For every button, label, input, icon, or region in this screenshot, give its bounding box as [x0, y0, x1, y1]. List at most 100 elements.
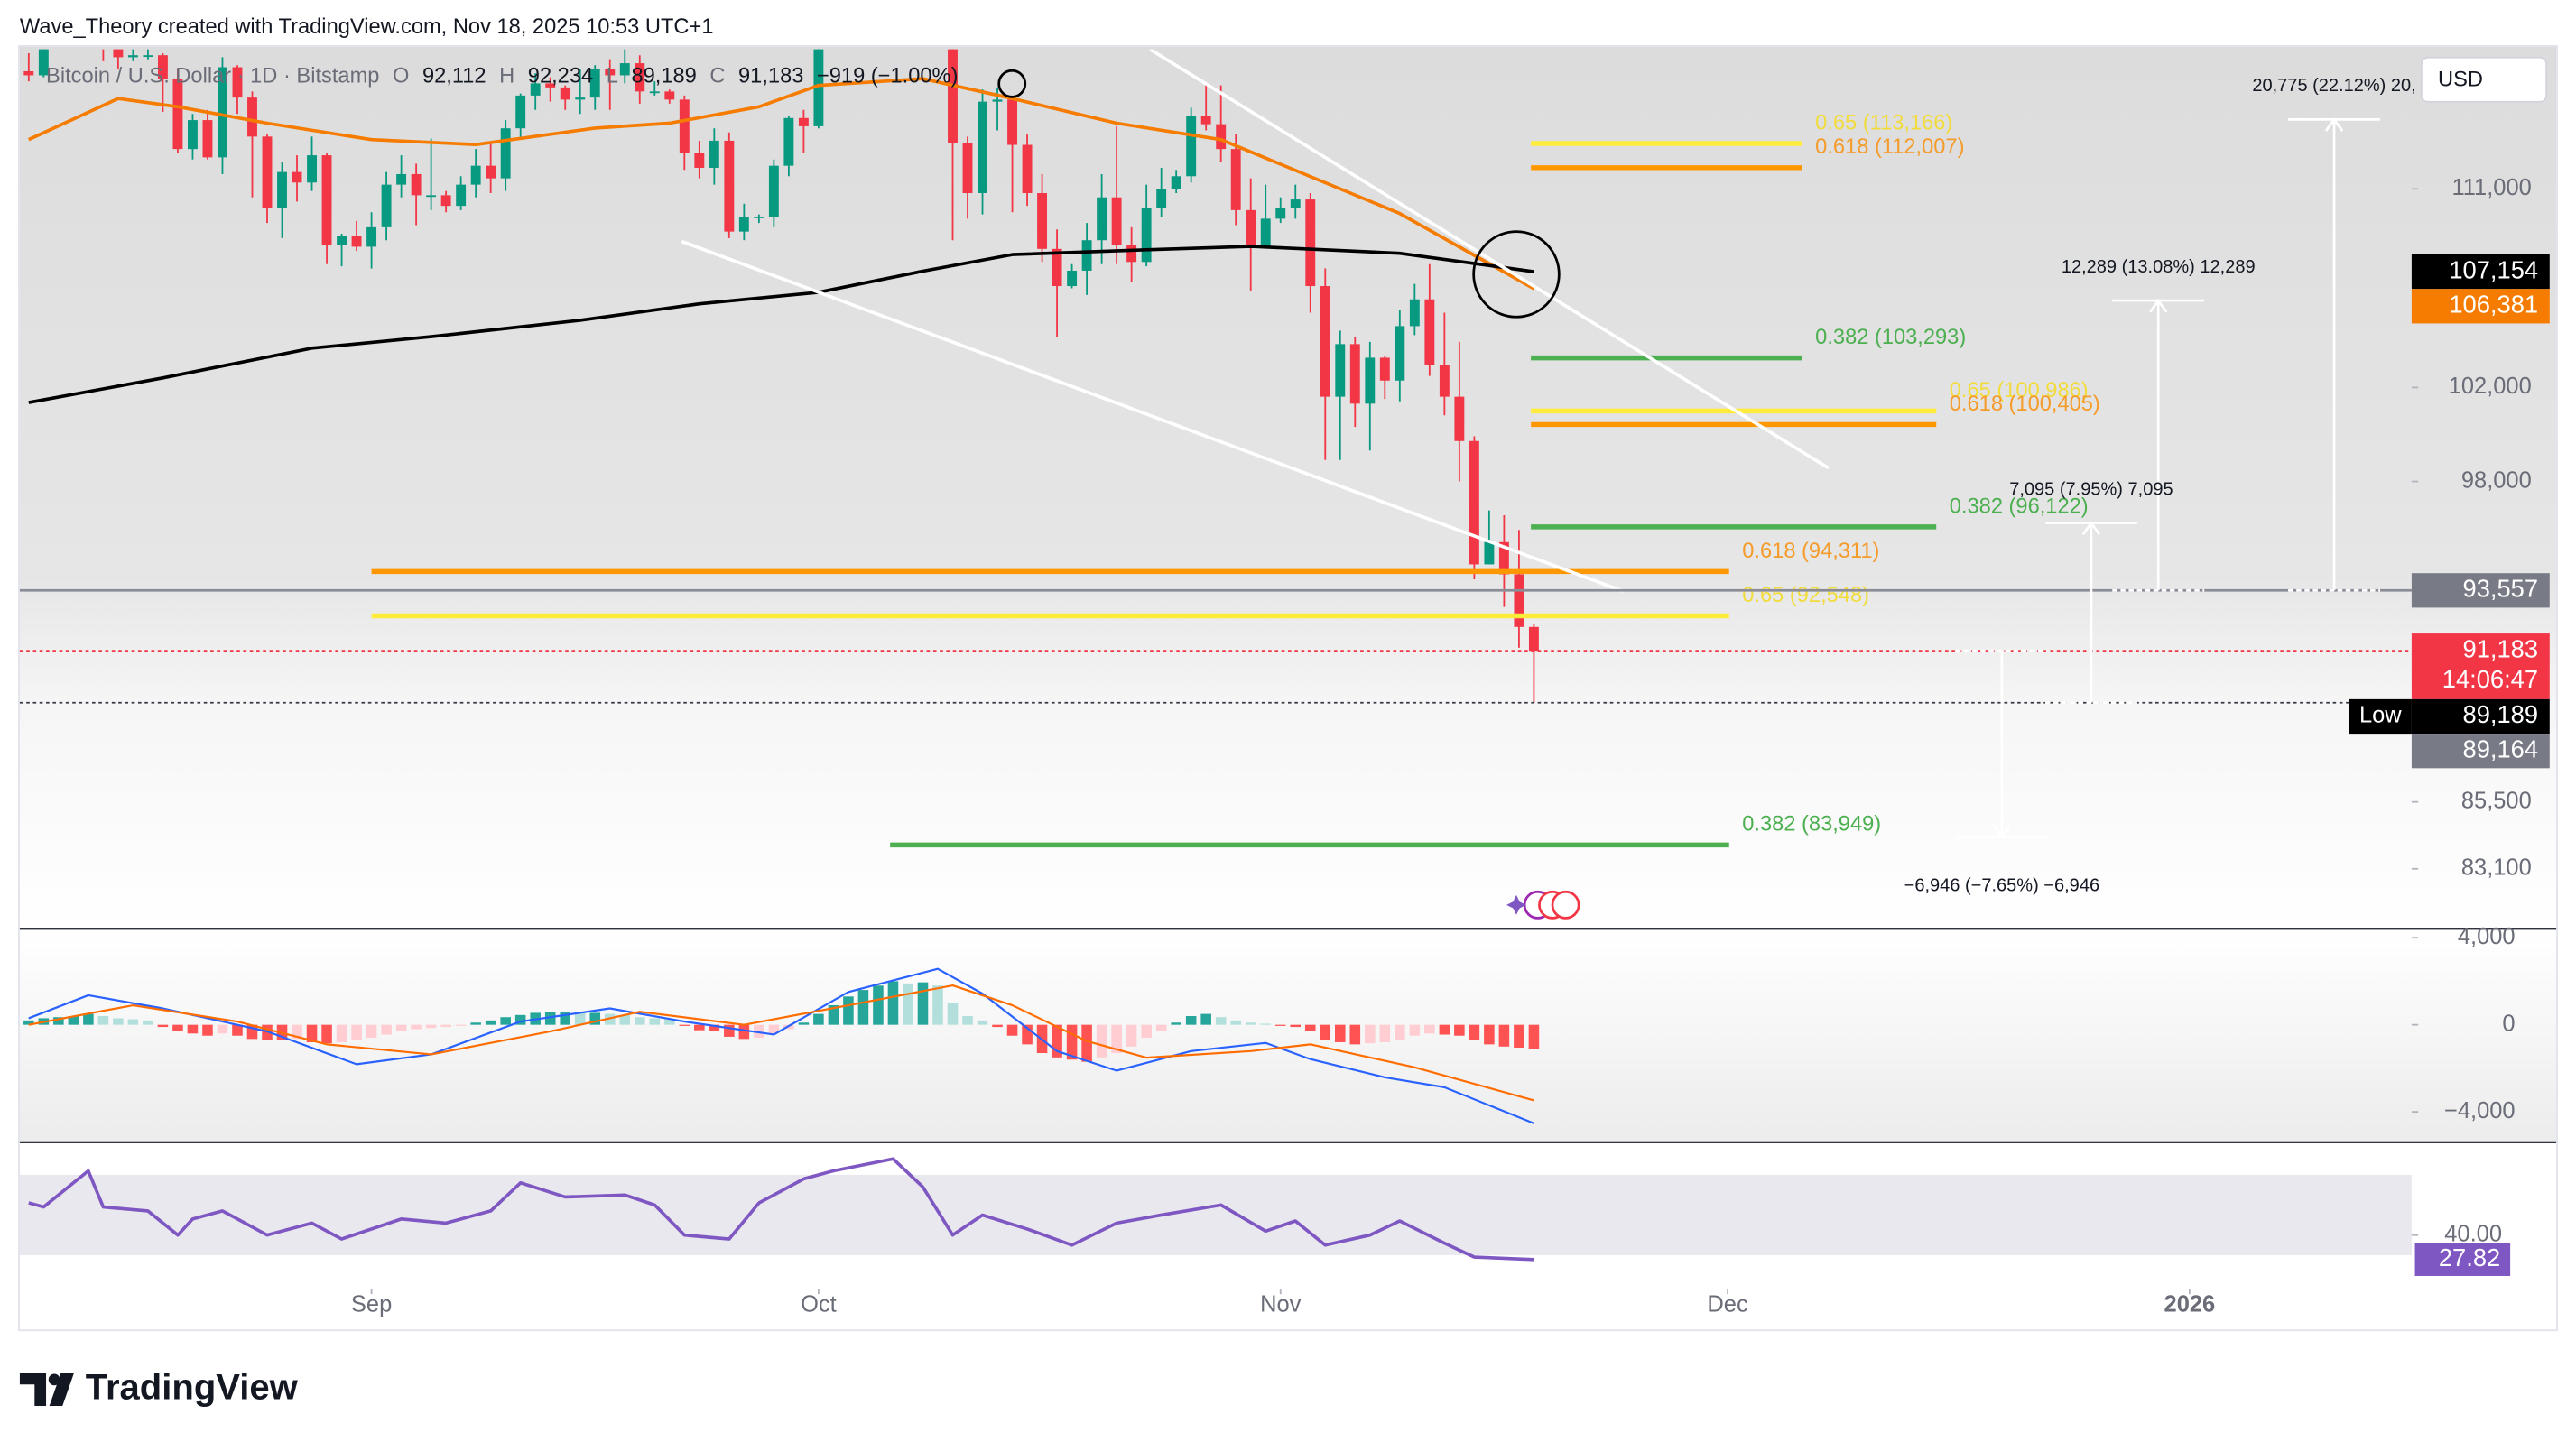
macd-histogram-bar — [23, 1020, 34, 1025]
macd-histogram-bar — [381, 1024, 392, 1035]
macd-histogram-bar — [425, 1024, 437, 1029]
candle-body — [411, 173, 422, 196]
candle-body — [1439, 365, 1450, 397]
candle-body — [948, 49, 958, 143]
legend-value: 92,234 — [528, 65, 593, 88]
macd-histogram-bar — [351, 1024, 362, 1040]
macd-histogram-bar — [544, 1012, 556, 1025]
price-label-countdown: 14:06:47 — [2442, 665, 2538, 693]
candle-body — [396, 173, 407, 185]
candle-body — [188, 120, 198, 150]
macd-histogram-bar — [1454, 1024, 1465, 1036]
candle-body — [1067, 270, 1078, 287]
macd-histogram-bar — [619, 1014, 631, 1025]
rsi-current: 27.82 — [2439, 1243, 2500, 1271]
candle-body — [1528, 626, 1539, 652]
candle-body — [1484, 541, 1495, 565]
macd-histogram-bar — [336, 1024, 347, 1042]
fib-label: 0.618 (112,007) — [1815, 135, 1964, 159]
candle-body — [515, 95, 526, 129]
candle-body — [1037, 193, 1048, 249]
currency[interactable]: USD — [2438, 68, 2483, 91]
candle-body — [292, 171, 302, 183]
currency-box[interactable] — [2420, 56, 2548, 103]
candle-body — [619, 63, 630, 76]
macd-histogram-bar — [754, 1024, 764, 1039]
measure-label: −6,946 (−7.65%) −6,946 — [1904, 875, 2099, 895]
measure-label: 20,775 (22.12%) 20, — [2252, 76, 2415, 96]
candle-body — [247, 97, 257, 137]
macd-histogram-bar — [917, 982, 929, 1025]
macd-histogram-bar — [1349, 1024, 1361, 1045]
macd-histogram-bar — [1274, 1024, 1286, 1026]
macd-histogram-bar — [857, 990, 869, 1025]
price-label-box — [2411, 573, 2550, 608]
candle-body — [605, 69, 616, 76]
macd-histogram-bar — [828, 1004, 839, 1025]
candle-body — [456, 184, 467, 207]
candle-body — [962, 143, 973, 194]
candle-body — [1156, 189, 1167, 208]
fib-label: 0.382 (83,949) — [1742, 813, 1881, 837]
macd-histogram-bar — [1052, 1024, 1062, 1058]
macd-histogram-bar — [127, 1019, 139, 1025]
candle-body — [1230, 149, 1241, 210]
fib-label: 0.65 (92,548) — [1742, 584, 1869, 607]
macd-histogram-bar — [1171, 1022, 1181, 1025]
candle-body — [1111, 197, 1122, 245]
price-label-box — [2411, 289, 2550, 324]
macd-histogram-bar — [143, 1020, 153, 1025]
price-group: 0.65 (113,166)0.618 (112,007) 0.382 (103,… — [23, 49, 2100, 848]
macd-histogram-bar — [1185, 1016, 1197, 1025]
legend-value: 91,183 — [738, 65, 803, 88]
macd-tick-label: 4,000 — [2458, 924, 2516, 949]
macd-histogram-bar — [1155, 1024, 1167, 1031]
macd-histogram-bar — [1424, 1024, 1435, 1034]
macd-histogram-bar — [1469, 1024, 1480, 1040]
legend-change: −919 (−1.00%) — [817, 65, 959, 88]
candle-body — [1379, 357, 1390, 381]
candle-body — [1081, 240, 1092, 271]
legend-value: 89,189 — [631, 65, 696, 88]
macd-histogram-bar — [664, 1019, 675, 1025]
candle-body — [768, 165, 779, 217]
candle-body — [545, 83, 556, 88]
macd-histogram-bar — [68, 1016, 79, 1025]
candle-body — [1246, 209, 1256, 247]
y-tick-label: 111,000 — [2451, 175, 2531, 200]
candle-body — [724, 140, 735, 232]
candle-body — [1171, 176, 1181, 189]
header: Wave_Theory created with TradingView.com… — [20, 15, 714, 39]
macd-histogram-bar — [113, 1018, 124, 1025]
macd-histogram-bar — [738, 1024, 750, 1040]
candle-body — [754, 216, 764, 218]
legend-value: 92,112 — [422, 65, 486, 88]
event-icon — [1506, 890, 1580, 920]
currency-button[interactable]: USD — [2420, 56, 2548, 103]
macd-histogram-bar — [589, 1012, 601, 1025]
candle-body — [307, 155, 317, 183]
y-tick-label: 83,100 — [2461, 855, 2532, 881]
candle-body — [1126, 245, 1137, 263]
price-label-box — [2411, 734, 2550, 769]
macd-histogram-bar — [514, 1014, 526, 1025]
candle-body — [1349, 344, 1360, 404]
brand-name: TradingView — [86, 1367, 299, 1407]
x-tick-label: Dec — [1707, 1292, 1748, 1317]
price-tag-box — [2349, 698, 2412, 735]
price-label: 107,154 — [2449, 255, 2538, 283]
macd-histogram-bar — [53, 1017, 64, 1025]
legend: Bitcoin / U.S. Dollar · 1D · Bitstamp O 92… — [46, 65, 958, 88]
macd-histogram-bar — [932, 985, 943, 1025]
candle-body — [1022, 144, 1033, 194]
macd-histogram-bar — [1409, 1024, 1421, 1036]
macd-histogram-bar — [83, 1013, 94, 1025]
macd-histogram-bar — [962, 1016, 973, 1025]
macd-histogram-bar — [1395, 1024, 1405, 1040]
macd-histogram-bar — [97, 1016, 109, 1025]
candle-body — [1305, 199, 1316, 287]
candle-body — [157, 55, 168, 79]
candle-body — [1424, 299, 1435, 365]
macd-histogram-bar — [1260, 1023, 1272, 1025]
macd-histogram-bar — [1081, 1024, 1092, 1062]
